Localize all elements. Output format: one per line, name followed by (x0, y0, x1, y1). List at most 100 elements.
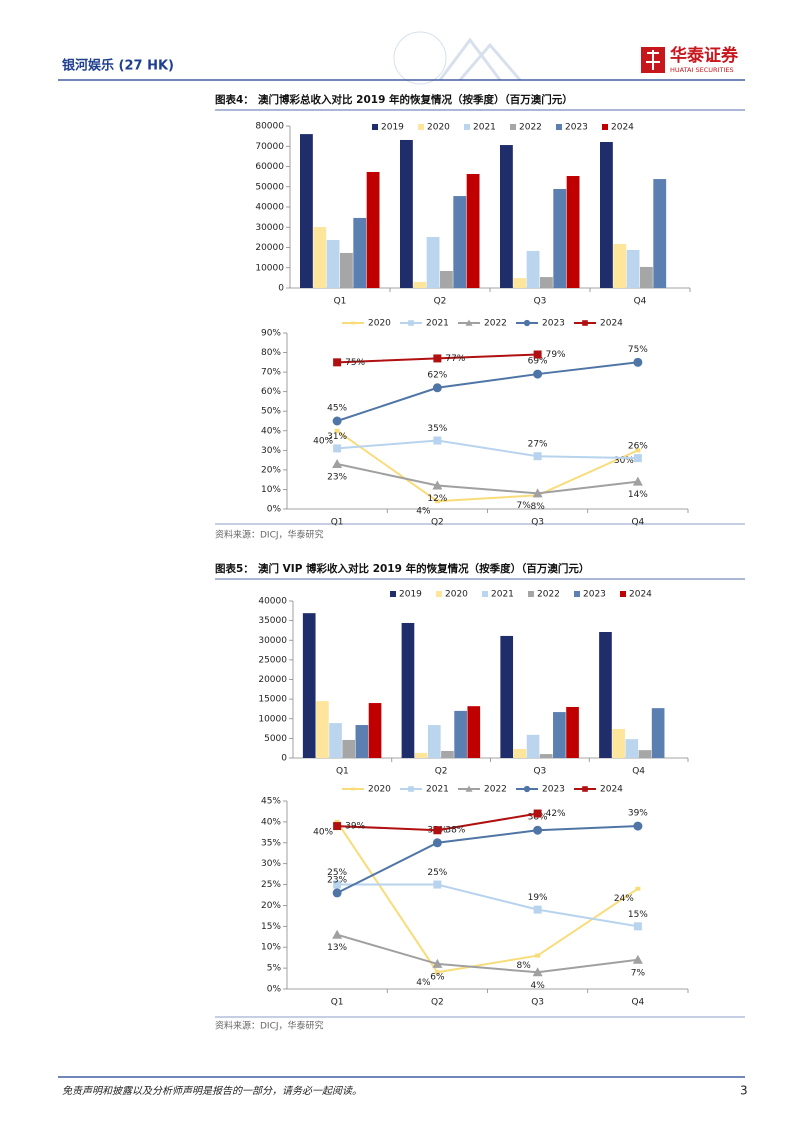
legend-label: 2023 (583, 590, 606, 600)
bar (566, 706, 579, 758)
marker (334, 819, 340, 824)
data-label: 14% (628, 490, 648, 500)
data-label: 4% (416, 978, 431, 988)
y-tick-label: 50% (261, 407, 281, 417)
data-label: 23% (327, 875, 347, 885)
y-tick-label: 20000 (258, 675, 287, 685)
y-tick-label: 15% (261, 922, 281, 932)
legend-marker (465, 785, 473, 792)
legend-label: 2024 (629, 590, 652, 600)
legend-swatch (528, 591, 534, 597)
data-label: 45% (327, 404, 347, 414)
legend-label: 2019 (399, 590, 422, 600)
legend-marker (408, 786, 414, 792)
x-tick-label: Q1 (334, 297, 347, 307)
data-label: 6% (430, 972, 445, 982)
marker (332, 459, 343, 469)
bar (355, 725, 369, 758)
x-tick-label: Q3 (533, 767, 546, 777)
marker (332, 888, 342, 898)
marker (533, 452, 542, 461)
data-label: 77% (445, 354, 465, 364)
bar (329, 723, 342, 758)
line (336, 429, 639, 503)
data-label: 75% (628, 345, 648, 355)
legend-swatch (390, 591, 396, 597)
data-label: 7% (516, 501, 531, 511)
marker (333, 880, 342, 889)
data-label: 23% (327, 473, 347, 483)
marker (332, 929, 343, 939)
bar (653, 179, 667, 288)
x-tick-label: Q2 (434, 297, 447, 307)
legend-swatch (464, 124, 470, 130)
data-label: 39% (628, 809, 648, 819)
bar (400, 139, 413, 288)
y-tick-label: 25% (261, 880, 281, 890)
legend-marker (582, 786, 588, 792)
marker (632, 476, 643, 486)
data-label: 4% (416, 507, 431, 517)
data-label: 69% (528, 357, 548, 367)
y-tick-label: 90% (261, 329, 281, 339)
marker (633, 922, 642, 931)
bar (640, 266, 653, 288)
data-label: 13% (327, 943, 347, 953)
data-label: 30% (614, 456, 634, 466)
x-tick-label: Q2 (431, 518, 444, 528)
bar (340, 252, 353, 288)
bar (539, 754, 553, 758)
y-tick-label: 70000 (255, 142, 284, 152)
x-tick-label: Q4 (634, 297, 647, 307)
bar (651, 708, 665, 758)
marker (633, 454, 642, 463)
bar (566, 176, 580, 288)
figure-label: 图表4： (215, 93, 254, 106)
bar (300, 134, 313, 288)
legend-swatch (418, 124, 424, 130)
marker (535, 953, 541, 958)
data-label: 38% (445, 826, 465, 836)
bar (413, 281, 427, 288)
legend-swatch (602, 124, 608, 130)
bar (526, 250, 540, 288)
legend-label: 2022 (484, 319, 507, 329)
bar (625, 739, 639, 758)
figure-source: 资料来源：DICJ，华泰研究 (215, 1020, 324, 1032)
legend-swatch (574, 591, 580, 597)
line (337, 439, 638, 460)
legend-label: 2021 (491, 590, 514, 600)
y-tick-label: 15000 (258, 695, 287, 705)
y-tick-label: 30% (261, 446, 281, 456)
bar (426, 236, 440, 288)
data-label: 8% (516, 961, 531, 971)
data-label: 40% (313, 827, 333, 837)
y-tick-label: 30000 (255, 223, 284, 233)
marker (432, 958, 443, 968)
data-label: 15% (628, 910, 648, 920)
figure-title: 澳门博彩总收入对比 2019 年的恢复情况（按季度）（百万澳门元） (258, 93, 573, 106)
bar (599, 632, 612, 758)
y-tick-label: 0% (267, 985, 282, 995)
y-tick-label: 0 (281, 754, 287, 764)
y-tick-label: 35% (261, 838, 281, 848)
marker (532, 967, 543, 977)
legend-label: 2021 (426, 319, 449, 329)
legend-swatch (482, 591, 488, 597)
x-tick-label: Q1 (331, 518, 344, 528)
legend-label: 2020 (368, 319, 391, 329)
legend-label: 2020 (445, 590, 468, 600)
bar (326, 240, 340, 288)
legend-label: 2024 (600, 319, 623, 329)
bar (427, 725, 441, 758)
bar (401, 622, 415, 758)
legend-label: 2020 (368, 785, 391, 795)
bar (353, 217, 367, 288)
legend-label: 2019 (381, 123, 404, 133)
legend-swatch (436, 591, 442, 597)
y-tick-label: 10000 (255, 263, 284, 273)
marker (432, 838, 442, 848)
data-label: 31% (327, 432, 347, 442)
x-tick-label: Q2 (431, 998, 444, 1008)
line (336, 361, 638, 422)
